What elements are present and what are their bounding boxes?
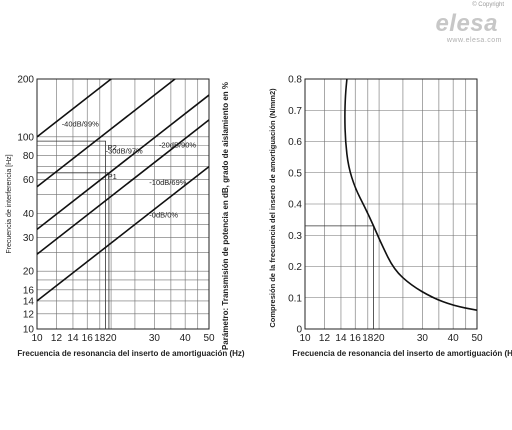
- chart-right-frame: [304, 78, 478, 330]
- x-tick-label: 30: [149, 333, 161, 344]
- series-line-4: [37, 165, 209, 302]
- chart-right: 10 12 14 16 18 20 30 40 50 0 0.1 0.2 0.3 0.4 0.5 0.6 0.7…: [268, 75, 512, 359]
- reference-line-p2: [37, 140, 106, 329]
- series-label: -30dB/97%: [106, 146, 143, 155]
- y-tick-label: 10: [23, 325, 35, 336]
- x-tick-label: 10: [299, 333, 311, 344]
- series-line-1: [37, 79, 177, 188]
- series-line-3: [37, 119, 209, 255]
- series-line-2: [37, 94, 209, 230]
- chart-right-series-group: [344, 79, 477, 312]
- x-tick-label: 50: [203, 333, 215, 344]
- y-tick-label: 0.6: [288, 137, 302, 148]
- x-tick-label: 40: [448, 333, 460, 344]
- y-tick-label: 14: [23, 296, 35, 307]
- y-tick-label: 100: [17, 132, 34, 143]
- y-tick-label: 0.5: [288, 168, 302, 179]
- point-label-p2: P2: [108, 143, 117, 152]
- y-tick-label: 40: [23, 209, 35, 220]
- chart-left-frame: [36, 78, 210, 330]
- y-tick-label: 0.4: [288, 200, 302, 211]
- y-tick-label: 80: [23, 151, 35, 162]
- y-tick-label: 0.1: [288, 293, 302, 304]
- chart-left: 10 12 14 16 18 20 30 40 501012141620304060801002…: [6, 75, 245, 359]
- x-tick-label: 30: [417, 333, 429, 344]
- y-tick-label: 20: [23, 267, 35, 278]
- parameter-label: Parámetro: Transmisión de potencia en dB…: [221, 82, 230, 350]
- y-tick-label: 200: [17, 75, 34, 86]
- y-axis-label: Frecuencia de interferencia [Hz]: [6, 154, 13, 253]
- series-line-compression: [344, 79, 477, 312]
- y-tick-label: 0: [296, 325, 302, 336]
- y-tick-label: 0.3: [288, 231, 302, 242]
- series-label: -40dB/99%: [62, 120, 99, 129]
- copyright-text: © Copyright: [472, 2, 504, 8]
- x-tick-label: 18: [94, 333, 106, 344]
- x-axis-label: Frecuencia de resonancia del inserto de …: [292, 349, 512, 358]
- y-tick-label: 0.7: [288, 106, 302, 117]
- x-axis-label: Frecuencia de resonancia del inserto de …: [17, 349, 245, 358]
- y-tick-label: 0.8: [288, 75, 302, 86]
- x-tick-label: 18: [362, 333, 374, 344]
- y-axis-label: Compresión de la frecuencia del inserto …: [268, 88, 277, 328]
- reference-line: [305, 225, 374, 329]
- x-tick-label: 10: [31, 333, 43, 344]
- brand-logo: elesa: [435, 10, 498, 37]
- x-tick-label: 16: [350, 333, 362, 344]
- y-tick-label: 12: [23, 309, 35, 320]
- chart-left-series-group: [37, 79, 209, 302]
- x-tick-label: 20: [106, 333, 118, 344]
- x-tick-label: 12: [51, 333, 63, 344]
- point-label-p1: P1: [108, 172, 117, 181]
- x-tick-label: 16: [82, 333, 94, 344]
- brand-website: www.elesa.com: [446, 37, 502, 44]
- y-tick-label: 30: [23, 233, 35, 244]
- series-label: -10dB/69%: [149, 178, 186, 187]
- series-label: -0dB/0%: [149, 211, 178, 220]
- x-tick-label: 50: [471, 333, 483, 344]
- y-tick-label: 60: [23, 175, 35, 186]
- y-tick-label: 0.2: [288, 262, 302, 273]
- series-line-0: [37, 79, 113, 138]
- x-tick-label: 20: [374, 333, 386, 344]
- y-tick-label: 16: [23, 285, 35, 296]
- x-tick-label: 12: [319, 333, 331, 344]
- x-tick-label: 40: [180, 333, 192, 344]
- x-tick-label: 14: [335, 333, 347, 344]
- x-tick-label: 14: [67, 333, 79, 344]
- series-label: -20dB/90%: [159, 141, 196, 150]
- brand-watermark: © Copyright elesa www.elesa.com: [406, 2, 506, 46]
